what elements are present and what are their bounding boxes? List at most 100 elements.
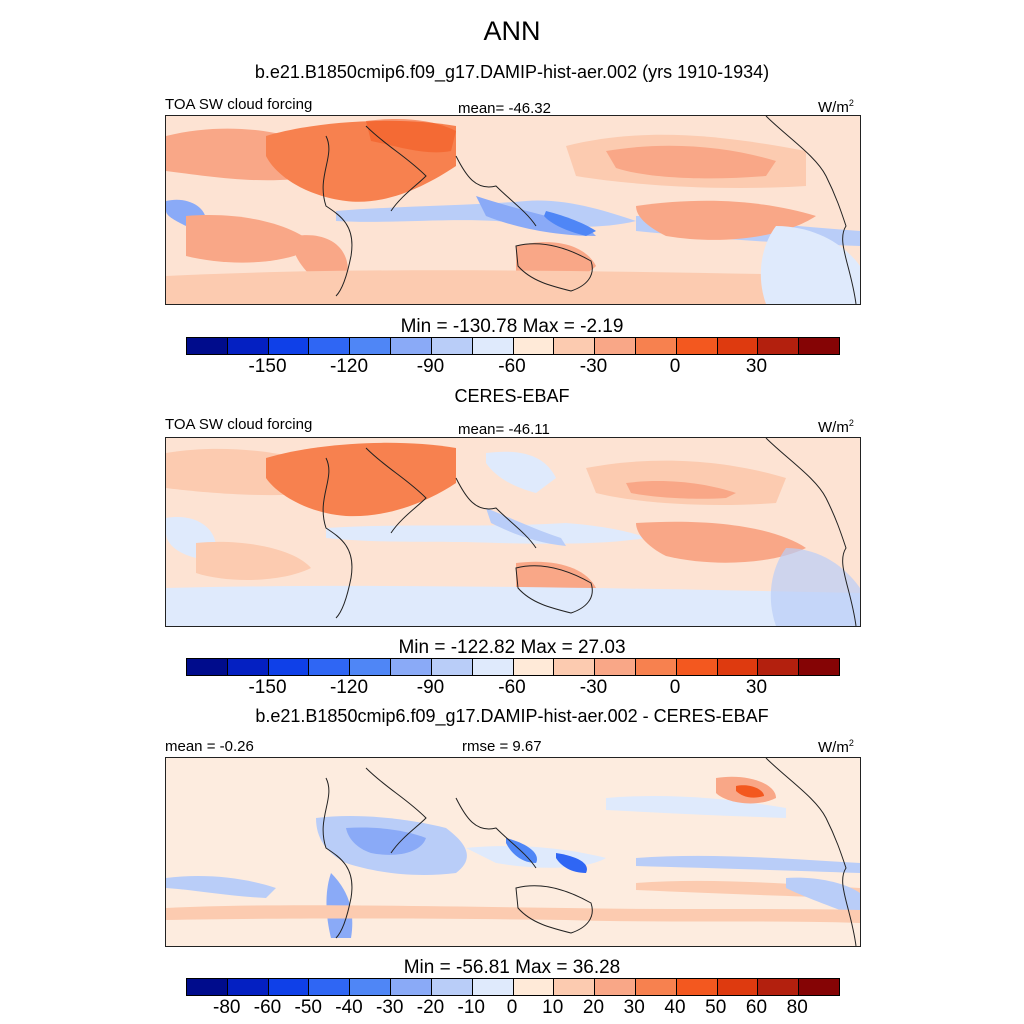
colorbar-tick-label: 30	[745, 677, 768, 698]
colorbar-tick-label: -150	[248, 677, 287, 698]
colorbar-swatch	[554, 979, 596, 995]
colorbar-swatch	[472, 979, 514, 995]
colorbar-swatch	[268, 338, 310, 354]
colorbar-swatch	[391, 659, 432, 675]
units-label-obs: W/m2	[818, 418, 854, 436]
colorbar-tick-label: -60	[498, 677, 526, 698]
colorbar-swatch	[799, 338, 839, 354]
colorbar-tick-label: 10	[542, 997, 564, 1018]
colorbar-tick-label: 30	[623, 997, 645, 1018]
colorbar-swatch	[309, 659, 351, 675]
colorbar-swatch	[799, 979, 839, 995]
colorbar-swatch	[513, 338, 555, 354]
colorbar-swatch	[227, 659, 269, 675]
colorbar-swatch	[554, 338, 596, 354]
colorbar-swatch	[309, 338, 351, 354]
colorbar-swatch	[350, 979, 392, 995]
colorbar-swatch	[799, 659, 839, 675]
map-diff	[165, 757, 861, 947]
colorbar-tick-label: 40	[664, 997, 686, 1018]
colorbar-swatch	[472, 338, 514, 354]
colorbar-diff	[186, 978, 840, 996]
colorbar-swatch	[595, 338, 636, 354]
colorbar-tick-label: -30	[579, 356, 608, 377]
colorbar-swatch	[676, 338, 718, 354]
colorbar-swatch	[595, 659, 636, 675]
colorbar-swatch	[758, 338, 800, 354]
colorbar-swatch	[268, 979, 310, 995]
colorbar-tick-label: 0	[669, 677, 681, 698]
map-obs	[165, 437, 861, 627]
colorbar-tick-label: -60	[253, 997, 282, 1018]
colorbar-swatch	[227, 338, 269, 354]
colorbar-swatch	[595, 979, 636, 995]
colorbar-tick-label: -90	[416, 677, 445, 698]
colorbar-swatch	[431, 338, 473, 354]
colorbar-swatch	[350, 659, 392, 675]
colorbar-tick-label: 60	[745, 997, 768, 1018]
colorbar-tick-label: -30	[376, 997, 404, 1018]
panel-title-obs: CERES-EBAF	[454, 386, 570, 406]
colorbar-swatch	[309, 979, 351, 995]
colorbar-swatch	[431, 659, 473, 675]
colorbar-tick-label: -50	[294, 997, 322, 1018]
colorbar-tick-label: -60	[498, 356, 526, 377]
colorbar-tick-label: -90	[416, 356, 445, 377]
left-label-obs: TOA SW cloud forcing	[165, 416, 313, 433]
colorbar-swatch	[635, 659, 677, 675]
main-title: ANN	[483, 16, 541, 46]
colorbar-swatch	[554, 659, 596, 675]
colorbar-model	[186, 337, 840, 355]
colorbar-swatch	[758, 979, 800, 995]
panel-title-diff: b.e21.B1850cmip6.f09_g17.DAMIP-hist-aer.…	[255, 706, 769, 726]
colorbar-tick-label: 20	[582, 997, 605, 1018]
colorbar-swatch	[187, 338, 228, 354]
colorbar-swatch	[513, 979, 555, 995]
colorbar-tick-label: -30	[579, 677, 608, 698]
colorbar-tick-label: 30	[745, 356, 768, 377]
colorbar-swatch	[431, 979, 473, 995]
map-field-obs	[166, 438, 860, 626]
units-label-model: W/m2	[818, 98, 854, 116]
center-label-obs: mean= -46.11	[458, 421, 550, 438]
colorbar-swatch	[635, 338, 677, 354]
colorbar-tick-label: -150	[248, 356, 287, 377]
colorbar-swatch	[391, 338, 432, 354]
colorbar-swatch	[350, 338, 392, 354]
colorbar-swatch	[268, 659, 310, 675]
colorbar-swatch	[635, 979, 677, 995]
center-label-model: mean= -46.32	[458, 100, 551, 117]
panel-title-model: b.e21.B1850cmip6.f09_g17.DAMIP-hist-aer.…	[254, 62, 770, 82]
stats-obs: Min = -122.82 Max = 27.03	[398, 637, 626, 658]
colorbar-tick-label: -80	[213, 997, 241, 1018]
colorbar-tick-label: -120	[329, 677, 369, 698]
colorbar-tick-label: 0	[669, 356, 681, 377]
colorbar-swatch	[717, 659, 759, 675]
colorbar-tick-label: -10	[457, 997, 485, 1018]
stats-model: Min = -130.78 Max = -2.19	[400, 316, 624, 337]
colorbar-swatch	[717, 338, 759, 354]
colorbar-swatch	[227, 979, 269, 995]
map-model	[165, 115, 861, 305]
colorbar-swatch	[187, 979, 228, 995]
colorbar-swatch	[472, 659, 514, 675]
colorbar-tick-label: 50	[705, 997, 727, 1018]
colorbar-obs	[186, 658, 840, 676]
center-label-diff: rmse = 9.67	[462, 738, 542, 755]
colorbar-swatch	[391, 979, 432, 995]
colorbar-tick-label: -20	[416, 997, 445, 1018]
stats-diff: Min = -56.81 Max = 36.28	[403, 957, 621, 978]
colorbar-swatch	[513, 659, 555, 675]
left-label-model: TOA SW cloud forcing	[165, 96, 313, 113]
map-field-model	[166, 116, 860, 304]
colorbar-tick-label: -120	[329, 356, 369, 377]
colorbar-swatch	[676, 659, 718, 675]
colorbar-swatch	[676, 979, 718, 995]
colorbar-swatch	[758, 659, 800, 675]
left-label-diff: mean = -0.26	[165, 738, 254, 755]
colorbar-tick-label: -40	[335, 997, 363, 1018]
colorbar-tick-label: 80	[786, 997, 808, 1018]
colorbar-swatch	[717, 979, 759, 995]
colorbar-swatch	[187, 659, 228, 675]
units-label-diff: W/m2	[818, 738, 854, 756]
